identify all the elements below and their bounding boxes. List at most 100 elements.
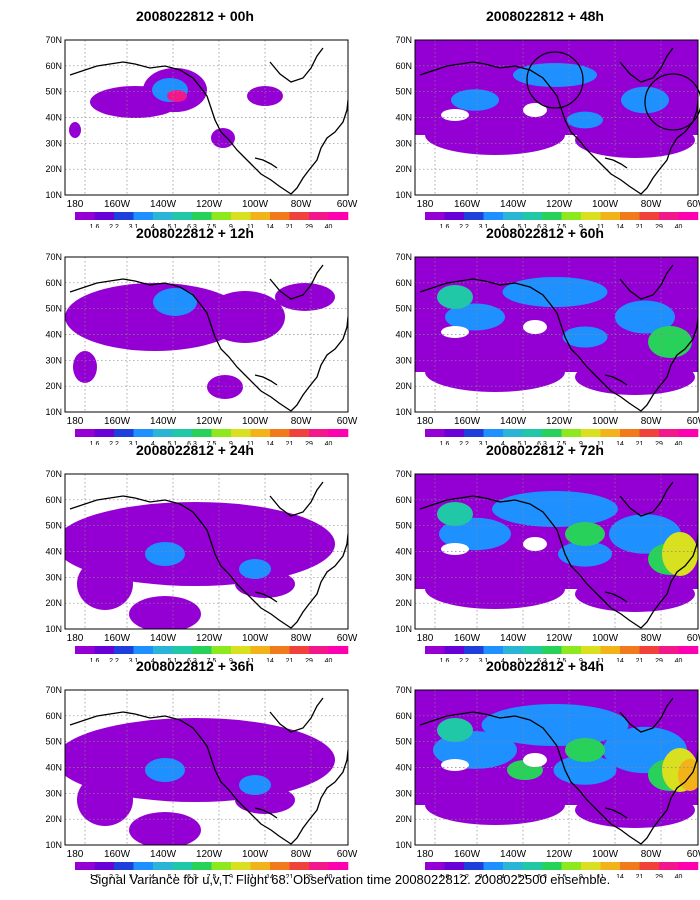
colorbar-label: 6.3: [187, 224, 197, 228]
lon-label: 180: [417, 849, 434, 860]
lon-label: 140W: [150, 199, 177, 210]
colorbar-swatch: [483, 212, 504, 220]
map-frame: [414, 39, 699, 196]
colorbar-swatch: [561, 212, 582, 220]
colorbar-swatch: [153, 862, 173, 870]
colorbar-swatch: [483, 862, 504, 870]
lon-label: 160W: [454, 849, 481, 860]
map-panel: 2008022812 + 36h 70N 60N 50N 40N 30N 20N 10N 180…: [30, 658, 360, 878]
lat-label: 70N: [45, 252, 62, 262]
colorbar-label: 5.1: [168, 224, 178, 228]
lat-label: 20N: [45, 381, 62, 391]
lon-label: 120W: [196, 416, 223, 427]
colorbar-swatch: [114, 862, 134, 870]
colorbar-swatch: [483, 646, 504, 654]
colorbar-swatch: [444, 862, 465, 870]
lat-label: 70N: [395, 469, 412, 479]
colorbar-label: 40: [325, 224, 333, 228]
lat-label: 60N: [395, 711, 412, 721]
colorbar-label: 2.2: [459, 441, 469, 445]
colorbar-swatch: [114, 646, 134, 654]
colorbar-swatch: [503, 646, 523, 654]
lat-label: 20N: [45, 164, 62, 174]
lon-label: 60W: [337, 633, 358, 644]
colorbar-swatch: [561, 429, 582, 437]
colorbar-label: 3.1: [129, 441, 139, 445]
colorbar-label: 29: [305, 874, 313, 878]
lon-label: 100W: [242, 416, 269, 427]
colorbar-swatch: [503, 212, 523, 220]
colorbar-swatch: [483, 429, 504, 437]
lon-label: 60W: [337, 849, 358, 860]
colorbar-label: 1.6: [90, 874, 100, 878]
lat-label: 60N: [45, 495, 62, 505]
lat-label: 50N: [45, 521, 62, 531]
lon-label: 100W: [242, 199, 269, 210]
gridlines: [415, 690, 698, 845]
colorbar-label: 3.1: [479, 874, 489, 878]
colorbar-label: 29: [305, 658, 313, 662]
lon-label: 120W: [196, 199, 223, 210]
colorbar-label: 2.2: [459, 658, 469, 662]
lon-label: 180: [67, 633, 84, 644]
colorbar-swatch: [192, 429, 212, 437]
colorbar-swatch: [581, 429, 601, 437]
colorbar-label: 4: [501, 224, 505, 228]
colorbar-swatch: [270, 429, 290, 437]
colorbar-label: 3.1: [129, 874, 139, 878]
colorbar-swatch: [464, 212, 484, 220]
colorbar-label: 29: [655, 658, 663, 662]
colorbar-swatch: [503, 429, 523, 437]
colorbar-label: 21: [286, 224, 294, 228]
colorbar-swatch: [231, 429, 251, 437]
colorbar-swatch: [600, 862, 621, 870]
colorbar-swatch: [678, 429, 699, 437]
colorbar-label: 21: [636, 441, 644, 445]
colorbar-swatch: [659, 212, 679, 220]
lon-label: 60W: [687, 633, 700, 644]
colorbar-label: 4: [501, 874, 505, 878]
coastline: [419, 697, 698, 845]
colorbar: 1.6 2.2 3.1 4 5.1 6.3 7.5 9 11 14 21 29 40: [425, 862, 699, 878]
lon-label: 80W: [291, 849, 312, 860]
colorbar-swatch: [231, 646, 251, 654]
gridlines: [415, 257, 698, 412]
colorbar-swatch: [114, 212, 134, 220]
observation-circle: [526, 51, 584, 109]
lat-label: 40N: [45, 547, 62, 557]
map-panel: 2008022812 + 24h 70N 60N 50N 40N 30N 20N 10N 180…: [30, 442, 360, 662]
lon-label: 100W: [242, 849, 269, 860]
colorbar: 1.6 2.2 3.1 4 5.1 6.3 7.5 9 11 14 21 29 40: [75, 646, 349, 662]
lat-label: 40N: [395, 113, 412, 123]
lon-label: 160W: [104, 416, 131, 427]
lon-label: 140W: [500, 199, 527, 210]
colorbar-label: 40: [675, 658, 683, 662]
colorbar-swatch: [581, 646, 601, 654]
lat-label: 40N: [45, 113, 62, 123]
colorbar-swatch: [522, 212, 543, 220]
colorbar-swatch: [309, 429, 329, 437]
colorbar-swatch: [114, 429, 134, 437]
colorbar-swatch: [211, 212, 232, 220]
colorbar-label: 40: [325, 874, 333, 878]
map-panel: 2008022812 + 60h 70N 60N 50N 40N 30N 20N 10N 180…: [380, 225, 700, 445]
colorbar-swatch: [425, 862, 445, 870]
colorbar-label: 1.6: [440, 874, 450, 878]
colorbar-label: 2.2: [109, 874, 119, 878]
lon-label: 160W: [454, 633, 481, 644]
colorbar-swatch: [133, 429, 154, 437]
colorbar-swatch: [620, 862, 640, 870]
variance-field: [65, 502, 335, 629]
lon-label: 160W: [104, 849, 131, 860]
colorbar: 1.6 2.2 3.1 4 5.1 6.3 7.5 9 11 14 21 29 40: [75, 862, 349, 878]
colorbar-swatch: [250, 862, 271, 870]
lat-label: 60N: [45, 61, 62, 71]
colorbar-swatch: [659, 429, 679, 437]
coastline: [69, 264, 348, 412]
colorbar-label: 14: [616, 658, 624, 662]
colorbar-label: 11: [597, 441, 604, 445]
lat-label: 70N: [395, 685, 412, 695]
coastline: [419, 47, 698, 195]
lon-label: 60W: [687, 849, 700, 860]
lat-label: 50N: [395, 737, 412, 747]
